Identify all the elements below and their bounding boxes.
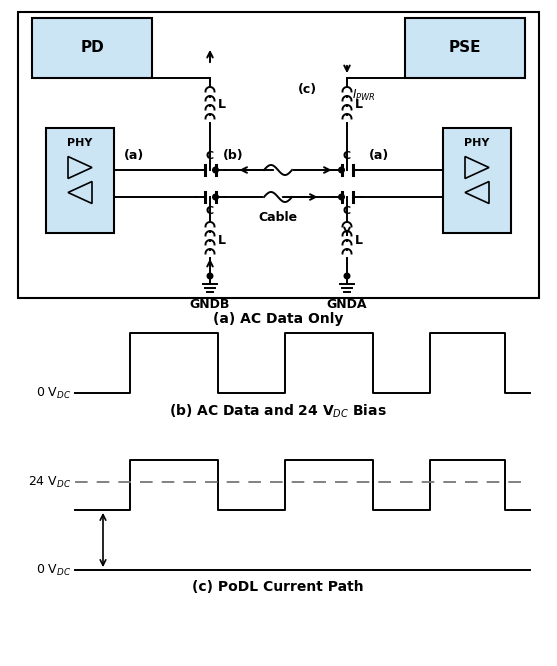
- Polygon shape: [68, 157, 92, 178]
- Text: PSE: PSE: [449, 41, 481, 55]
- Circle shape: [213, 167, 218, 172]
- Text: 0 V$_{DC}$: 0 V$_{DC}$: [36, 386, 71, 400]
- Bar: [405, 18, 525, 78]
- Text: C: C: [206, 151, 214, 161]
- Polygon shape: [465, 182, 489, 204]
- Circle shape: [339, 167, 344, 172]
- Circle shape: [344, 273, 350, 279]
- Text: L: L: [218, 99, 226, 111]
- Bar: [443, 127, 511, 232]
- Text: GNDB: GNDB: [190, 298, 230, 311]
- Text: (a): (a): [369, 149, 390, 162]
- Text: (a) AC Data Only: (a) AC Data Only: [213, 312, 343, 326]
- Text: C: C: [343, 151, 351, 161]
- Circle shape: [213, 194, 218, 200]
- Circle shape: [339, 194, 344, 200]
- Text: Cable: Cable: [258, 211, 297, 224]
- Text: PHY: PHY: [465, 137, 490, 147]
- Text: L: L: [218, 234, 226, 246]
- Text: GNDA: GNDA: [327, 298, 367, 311]
- Text: (a): (a): [124, 149, 144, 162]
- Text: L: L: [355, 234, 363, 246]
- Text: C: C: [343, 206, 351, 216]
- Text: $I_{PWR}$: $I_{PWR}$: [352, 87, 375, 103]
- Bar: [32, 18, 152, 78]
- Text: (b): (b): [223, 149, 244, 162]
- Text: (c) PoDL Current Path: (c) PoDL Current Path: [192, 580, 364, 594]
- Text: L: L: [355, 99, 363, 111]
- Text: 24 V$_{DC}$: 24 V$_{DC}$: [28, 474, 71, 490]
- Text: PD: PD: [80, 41, 104, 55]
- Bar: [46, 127, 114, 232]
- Circle shape: [207, 273, 213, 279]
- Polygon shape: [465, 157, 489, 178]
- Text: C: C: [206, 206, 214, 216]
- Text: (c): (c): [298, 83, 317, 97]
- Text: 0 V$_{DC}$: 0 V$_{DC}$: [36, 563, 71, 577]
- Polygon shape: [68, 182, 92, 204]
- Text: (b) AC Data and 24 V$_{DC}$ Bias: (b) AC Data and 24 V$_{DC}$ Bias: [169, 403, 387, 420]
- Bar: [18, 12, 539, 298]
- Text: PHY: PHY: [67, 137, 92, 147]
